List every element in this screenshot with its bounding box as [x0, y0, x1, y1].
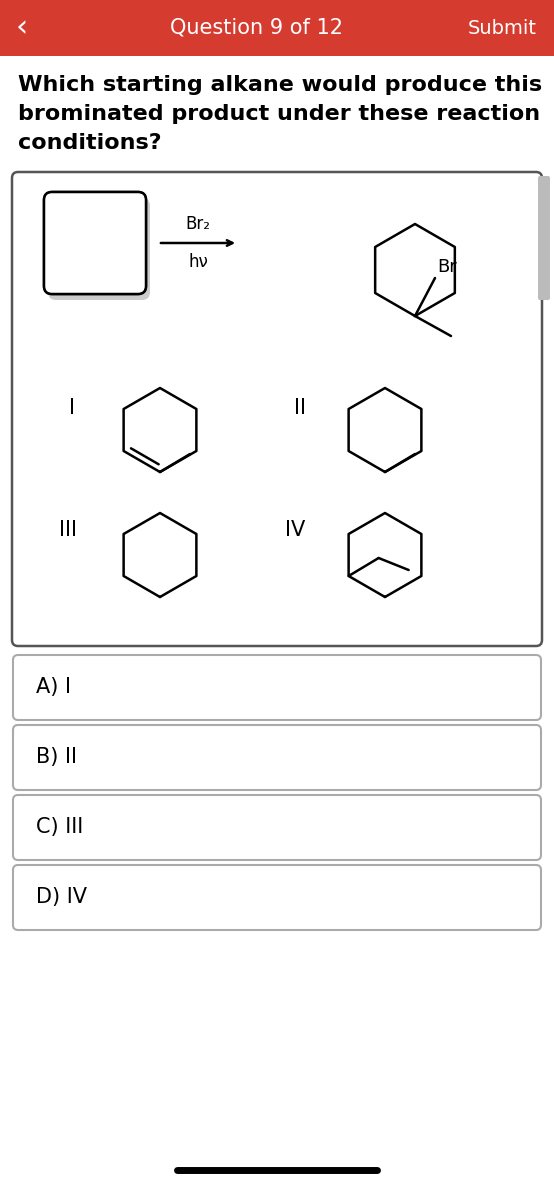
Text: brominated product under these reaction: brominated product under these reaction: [18, 104, 540, 124]
FancyBboxPatch shape: [44, 192, 146, 294]
Text: III: III: [59, 520, 77, 540]
Text: conditions?: conditions?: [18, 133, 162, 152]
FancyBboxPatch shape: [13, 794, 541, 860]
Text: ‹: ‹: [16, 13, 28, 42]
FancyBboxPatch shape: [13, 865, 541, 930]
Text: B) II: B) II: [36, 748, 77, 768]
Text: IV: IV: [285, 520, 305, 540]
Text: II: II: [294, 398, 306, 418]
FancyBboxPatch shape: [538, 176, 550, 300]
FancyBboxPatch shape: [44, 192, 146, 294]
Text: hν: hν: [188, 253, 208, 271]
Bar: [0, 0, 554, 56]
Text: D) IV: D) IV: [36, 888, 87, 907]
FancyBboxPatch shape: [12, 172, 542, 646]
Text: Question 9 of 12: Question 9 of 12: [171, 18, 343, 38]
Text: Br₂: Br₂: [186, 215, 211, 233]
Text: I: I: [69, 398, 75, 418]
Text: Br: Br: [437, 258, 456, 276]
FancyBboxPatch shape: [13, 725, 541, 790]
Text: C) III: C) III: [36, 817, 83, 838]
FancyBboxPatch shape: [13, 655, 541, 720]
Text: A) I: A) I: [36, 678, 71, 697]
Text: Which starting alkane would produce this: Which starting alkane would produce this: [18, 74, 542, 95]
Text: Submit: Submit: [468, 18, 536, 37]
FancyBboxPatch shape: [48, 198, 150, 300]
